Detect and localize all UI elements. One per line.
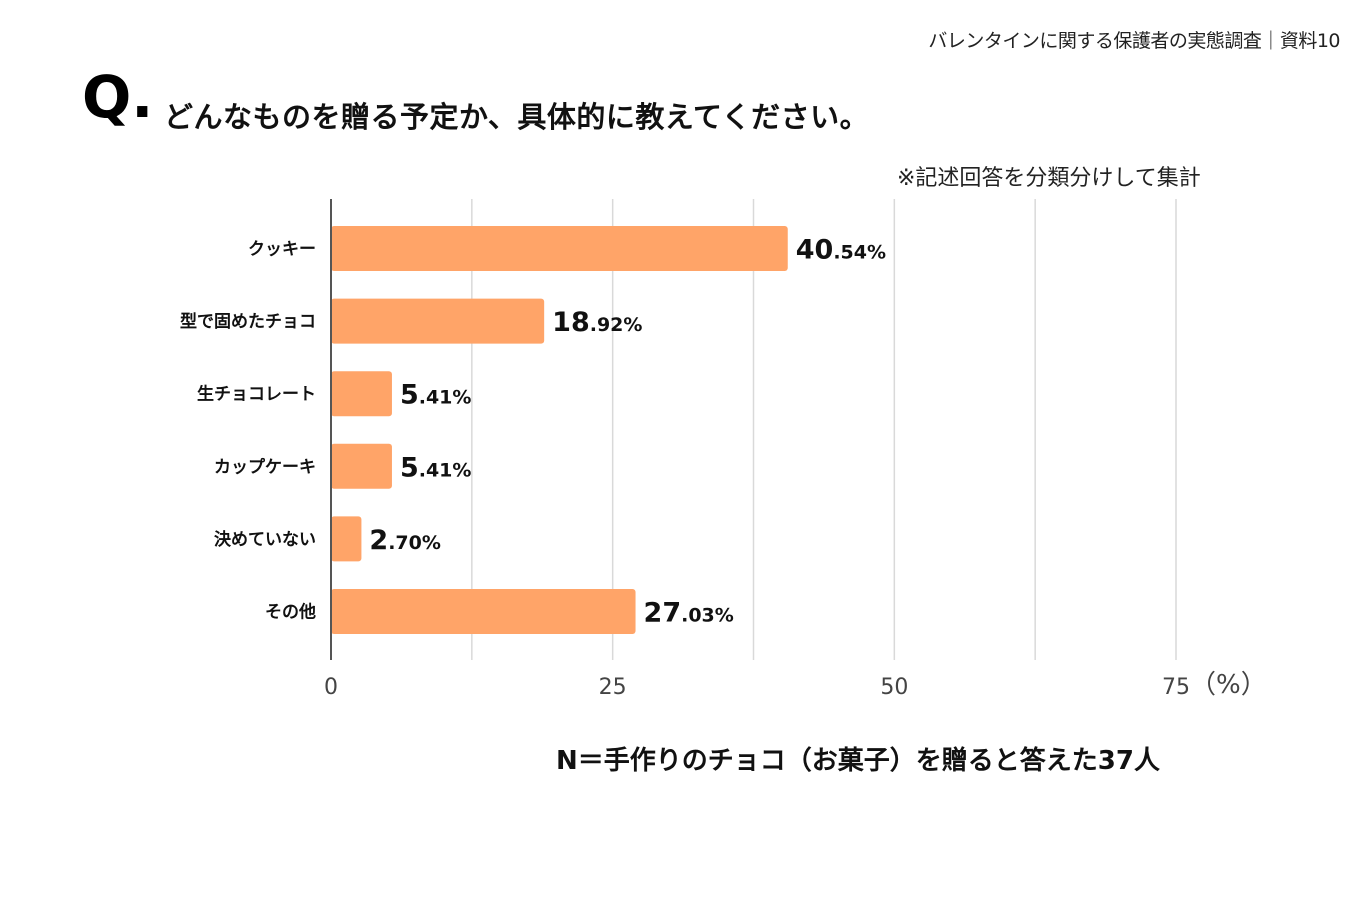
document-reference: バレンタインに関する保護者の実態調査｜資料10 bbox=[928, 30, 1340, 52]
aggregation-note: ※記述回答を分類分けして集計 bbox=[897, 166, 1201, 191]
value-label: 27.03% bbox=[644, 598, 734, 629]
bar bbox=[331, 443, 392, 489]
question-mark: Q. bbox=[82, 63, 154, 131]
bar bbox=[331, 371, 392, 417]
category-label: 生チョコレート bbox=[197, 384, 316, 405]
x-tick-label: 75 bbox=[1162, 675, 1190, 700]
x-tick-label: 0 bbox=[324, 675, 338, 700]
bar bbox=[331, 516, 362, 562]
value-label: 5.41% bbox=[400, 380, 472, 411]
category-label: 決めていない bbox=[214, 529, 316, 550]
x-tick-label: 25 bbox=[599, 675, 627, 700]
bar bbox=[331, 589, 636, 634]
bars bbox=[331, 226, 788, 634]
x-tick-label: 50 bbox=[880, 675, 908, 700]
category-label: 型で固めたチョコ bbox=[180, 311, 316, 332]
sample-size-note: N＝手作りのチョコ（お菓子）を贈ると答えた37人 bbox=[556, 746, 1160, 776]
value-label: 40.54% bbox=[796, 235, 886, 266]
labels: クッキー 40.54% 型で固めたチョコ 18.92% 生チョコレート 5.41% カップケ… bbox=[180, 235, 1267, 701]
gridlines bbox=[471, 199, 1177, 660]
question-text: どんなものを贈る予定か、具体的に教えてください。 bbox=[164, 100, 870, 134]
bar bbox=[331, 298, 545, 344]
x-unit-label: （%） bbox=[1190, 670, 1267, 700]
bar bbox=[331, 226, 788, 271]
value-label: 18.92% bbox=[552, 307, 642, 338]
value-label: 2.70% bbox=[369, 525, 441, 556]
category-label: クッキー bbox=[248, 240, 316, 260]
category-label: カップケーキ bbox=[214, 456, 316, 477]
value-label: 5.41% bbox=[400, 452, 472, 483]
category-label: その他 bbox=[265, 602, 316, 623]
